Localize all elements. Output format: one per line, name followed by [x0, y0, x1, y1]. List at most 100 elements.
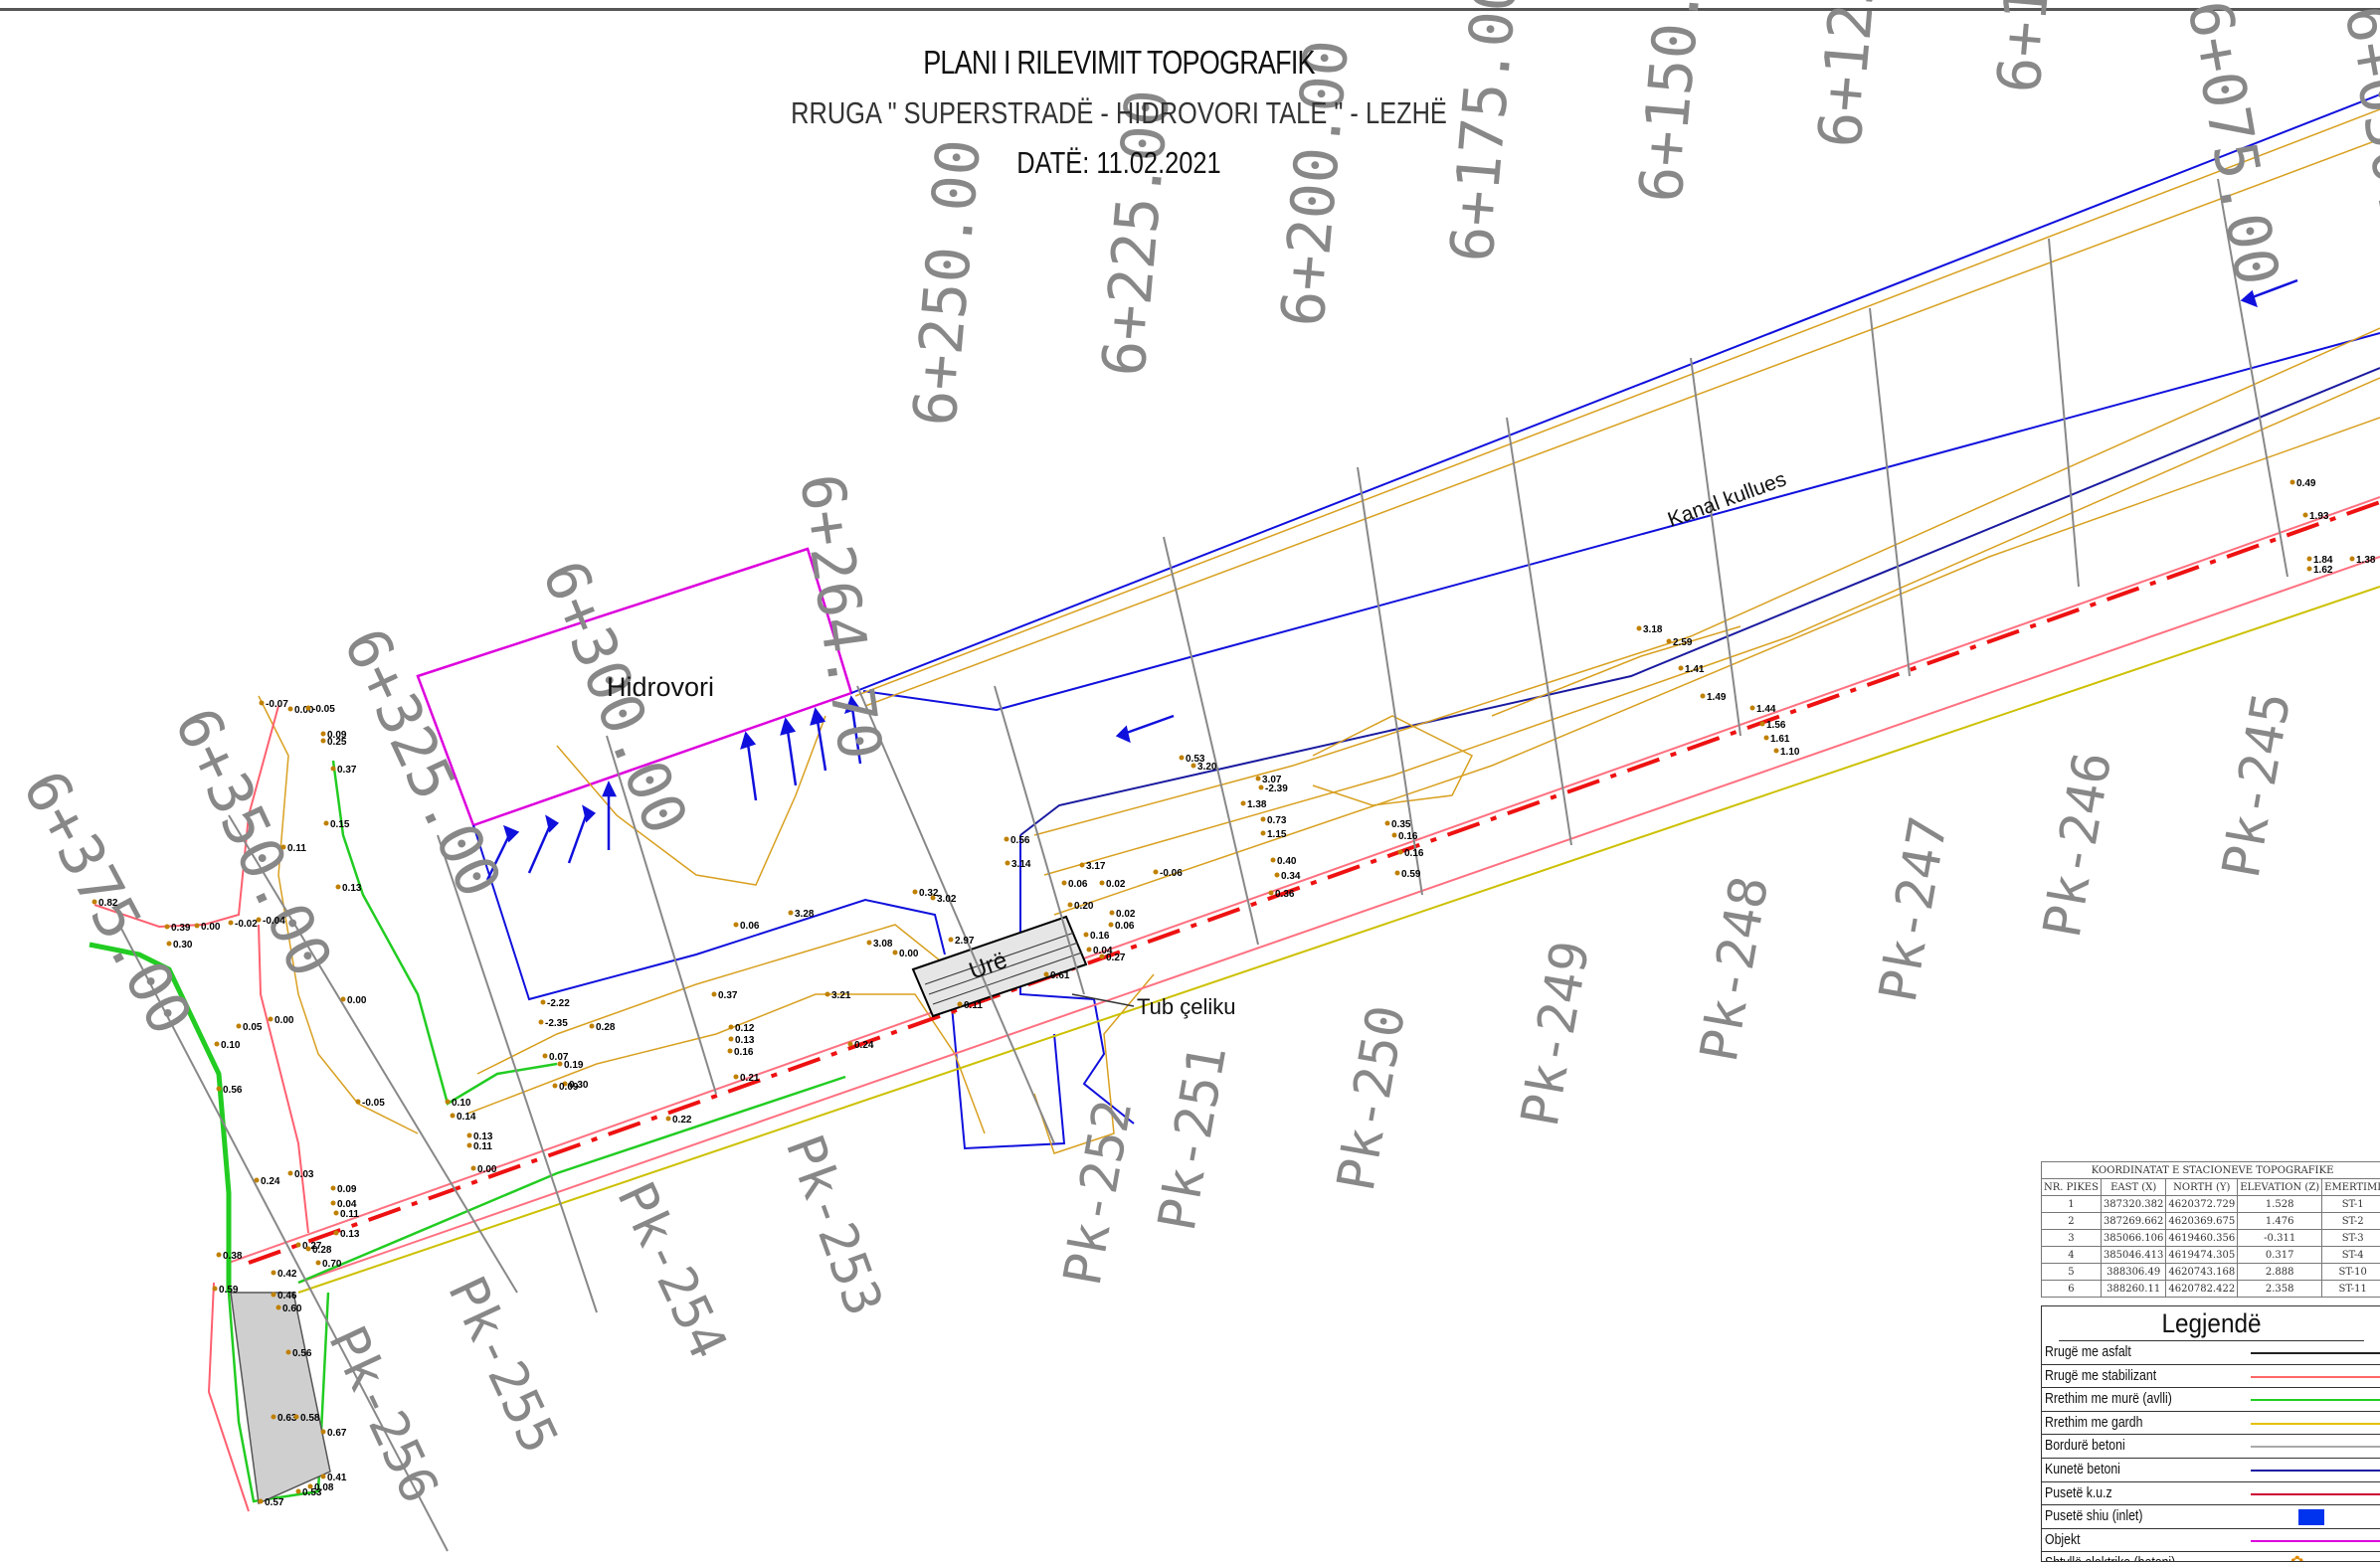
legend-line-sample [2251, 1352, 2380, 1354]
elevation-label: 0.56 [292, 1348, 312, 1359]
elevation-point-marker [1062, 881, 1067, 886]
elevation-point-marker [1180, 756, 1185, 761]
elevation-point-marker [2307, 567, 2312, 572]
pk-label: Pk-246 [2033, 748, 2124, 942]
station-label: 6+050.00 [2330, 0, 2380, 295]
table-cell: 2.888 [2238, 1264, 2322, 1281]
elevation-point-marker [260, 701, 265, 706]
table-cell: 4620372.729 [2166, 1196, 2238, 1213]
elevation-label: -0.04 [263, 916, 285, 927]
elevation-point-marker [272, 1293, 276, 1298]
elevation-label: 2.59 [1673, 637, 1693, 648]
elevation-label: 0.13 [735, 1035, 755, 1046]
elevation-point-marker [1100, 955, 1105, 959]
table-cell: ST-10 [2322, 1264, 2380, 1281]
elevation-label: 0.56 [223, 1085, 243, 1096]
elevation-label: 0.06 [1115, 921, 1135, 932]
elevation-point-marker [92, 900, 97, 905]
elevation-point-marker [1068, 903, 1073, 908]
elevation-label: 2.97 [955, 936, 975, 947]
table-cell: 388306.49 [2101, 1264, 2165, 1281]
elevation-point-marker [229, 921, 234, 926]
elevation-point-marker [217, 1253, 222, 1258]
elevation-point-marker [1764, 736, 1769, 741]
map-subtitle: RRUGA " SUPERSTRADË - HIDROVORI TALE " -… [202, 95, 2037, 131]
station-label: 6+175.00 [1437, 0, 1532, 264]
elevation-point-marker [281, 845, 286, 850]
elevation-point-marker [331, 1201, 336, 1206]
elevation-label: 3.21 [831, 990, 851, 1001]
elevation-label: 0.20 [1074, 901, 1094, 912]
elevation-point-marker [1760, 722, 1765, 727]
table-cell: ST-4 [2322, 1247, 2380, 1264]
hidrovori-label: Hidrovori [607, 672, 714, 702]
elevation-point-marker [272, 1415, 276, 1420]
elevation-label: 0.37 [718, 990, 738, 1001]
elevation-label: 3.14 [1011, 859, 1031, 870]
station-label: 6+325.00 [329, 618, 514, 908]
table-cell: ST-2 [2322, 1213, 2380, 1230]
elevation-point-marker [1275, 873, 1280, 878]
elevation-label: 0.19 [564, 1060, 584, 1071]
elevation-label: 0.22 [672, 1115, 692, 1126]
elevation-point-marker [1005, 837, 1009, 842]
elevation-label: 0.27 [1106, 953, 1126, 963]
station-label: 6+075.00 [2173, 0, 2291, 290]
inlet-symbol [2298, 1509, 2324, 1525]
elevation-point-marker [1110, 911, 1115, 916]
elevation-point-marker [893, 951, 898, 955]
elevation-point-marker [341, 997, 346, 1002]
elevation-point-marker [848, 1042, 853, 1047]
elevation-label: 0.58 [300, 1413, 320, 1424]
table-cell: 387269.662 [2101, 1213, 2165, 1230]
elevation-point-marker [2290, 480, 2295, 485]
elevation-label: 0.40 [1277, 856, 1297, 867]
elevation-label: 0.00 [275, 1015, 294, 1026]
elevation-point-marker [1084, 933, 1089, 938]
elevation-label: 0.13 [342, 883, 362, 894]
table-cell: ST-11 [2322, 1281, 2380, 1298]
elevation-point-marker [2350, 557, 2355, 562]
elevation-label: 1.93 [2309, 511, 2329, 522]
elevation-point-marker [1261, 817, 1266, 822]
elevation-point-marker [1044, 972, 1049, 977]
elevation-point-marker [217, 1087, 222, 1092]
table-cell: ST-1 [2322, 1196, 2380, 1213]
pipe-label: Tub çeliku [1137, 994, 1235, 1019]
elevation-point-marker [729, 1025, 734, 1030]
coordinate-column-header: NR. PIKES [2042, 1179, 2102, 1196]
elevation-point-marker [734, 923, 739, 928]
elevation-label: -2.22 [547, 998, 570, 1009]
legend-line-sample [2251, 1399, 2380, 1401]
elevation-point-marker [257, 918, 262, 923]
legend-item-label: Rrethim me murë (avlli) [2045, 1390, 2172, 1407]
elevation-point-marker [1080, 863, 1085, 868]
elevation-point-marker [306, 1247, 311, 1252]
elevation-label: 0.15 [330, 819, 350, 830]
elevation-label: 0.30 [173, 940, 193, 951]
elevation-point-marker [276, 1305, 281, 1310]
elevation-label: 0.06 [740, 921, 760, 932]
table-cell: 0.317 [2238, 1247, 2322, 1264]
elevation-label: 0.57 [265, 1497, 284, 1508]
elevation-label: 0.09 [337, 1184, 357, 1195]
elevation-label: 0.21 [740, 1073, 760, 1084]
coordinate-table-caption: KOORDINATAT E STACIONEVE TOPOGRAFIKE [2042, 1162, 2380, 1179]
pk-label: Pk-249 [1511, 937, 1602, 1130]
elevation-point-marker [272, 1271, 276, 1276]
elevation-label: 0.56 [1010, 835, 1030, 846]
table-cell: 5 [2042, 1264, 2102, 1281]
table-cell: -0.311 [2238, 1230, 2322, 1247]
legend-item: Rrethim me murë (avlli) [2042, 1388, 2380, 1412]
elevation-label: 0.37 [337, 765, 357, 776]
elevation-point-marker [1109, 923, 1114, 928]
elevation-point-marker [255, 1178, 260, 1183]
elevation-point-marker [288, 1171, 293, 1176]
elevation-label: 0.32 [919, 888, 939, 899]
legend-line-sample [2251, 1493, 2380, 1495]
elevation-label: 0.08 [314, 1482, 334, 1493]
